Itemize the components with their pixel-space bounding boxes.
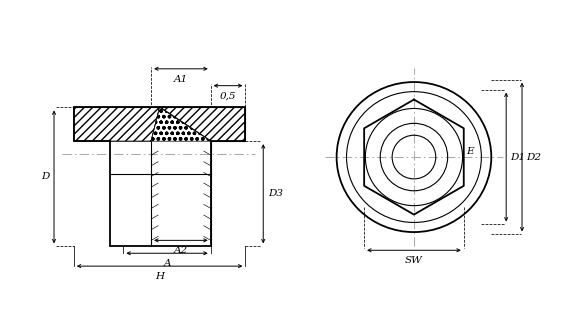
- Text: H: H: [155, 272, 164, 281]
- Text: D3: D3: [268, 189, 283, 198]
- Text: A2: A2: [174, 246, 188, 255]
- Text: SW: SW: [405, 256, 423, 265]
- Text: E: E: [467, 147, 474, 156]
- Text: A1: A1: [174, 75, 188, 84]
- Text: A: A: [164, 259, 171, 268]
- Polygon shape: [159, 108, 246, 141]
- Text: D2: D2: [526, 153, 541, 162]
- Polygon shape: [74, 108, 159, 141]
- Text: D: D: [41, 172, 49, 181]
- Polygon shape: [151, 108, 211, 141]
- Text: 0,5: 0,5: [220, 91, 236, 101]
- Text: D1: D1: [510, 153, 525, 162]
